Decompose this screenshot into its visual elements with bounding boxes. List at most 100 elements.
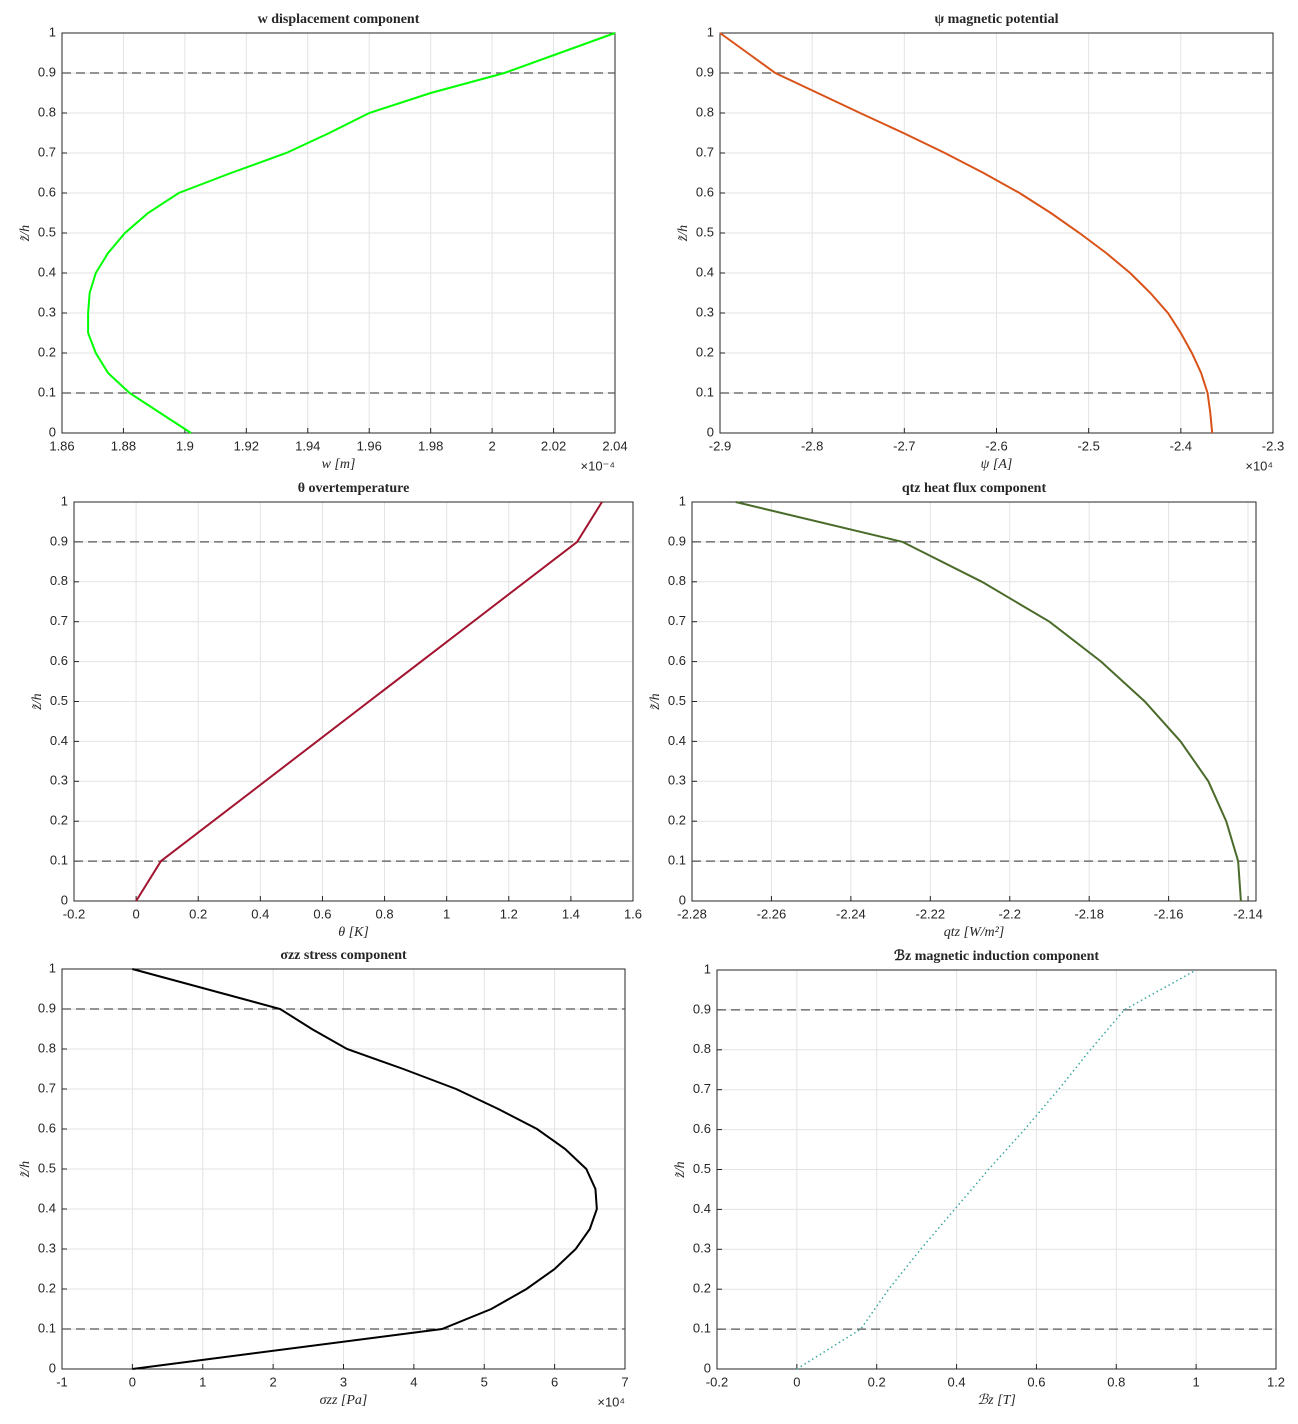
y-tick-label: 0.5	[38, 1160, 56, 1175]
y-tick-label: 0.8	[38, 104, 56, 119]
x-tick-label: 1.9	[176, 438, 194, 453]
y-axis-label: z̃/h	[676, 225, 691, 242]
y-tick-label: 0.2	[38, 344, 56, 359]
axes-box	[691, 501, 1257, 902]
y-tick-label: 0.3	[693, 1241, 711, 1256]
y-tick-label: 0.8	[38, 1040, 56, 1055]
y-tick-label: 0.8	[693, 1041, 711, 1056]
y-axis-label: z̃/h	[673, 1161, 688, 1178]
x-axis-label: θ [K]	[338, 925, 369, 940]
y-tick-label: 0.3	[38, 1240, 56, 1255]
axes-box	[61, 968, 626, 1370]
y-tick-label: 0.6	[50, 653, 68, 668]
x-tick-label: 7	[621, 1374, 628, 1389]
y-tick-label: 0.4	[38, 1200, 56, 1215]
x-exponent: ×10⁴	[597, 1394, 625, 1409]
x-tick-label: 0.2	[189, 906, 207, 921]
x-tick-label: 0.2	[868, 1374, 886, 1389]
x-exponent: ×10⁴	[1245, 458, 1273, 473]
x-tick-label: -0.2	[706, 1374, 728, 1389]
y-tick-label: 1	[49, 24, 56, 39]
y-tick-label: 0.2	[696, 344, 714, 359]
x-tick-label: 0.4	[948, 1374, 966, 1389]
x-tick-label: 1	[443, 906, 450, 921]
y-tick-label: 0.4	[693, 1201, 711, 1216]
y-tick-label: 0.4	[50, 733, 68, 748]
chart-title: θ overtemperature	[298, 481, 410, 496]
x-tick-label: 6	[551, 1374, 558, 1389]
axes-box	[719, 32, 1274, 434]
data-line	[132, 968, 598, 1370]
y-tick-label: 0.6	[38, 1120, 56, 1135]
x-axis-label: ℬz [T]	[977, 1393, 1016, 1408]
y-tick-label: 0.7	[696, 144, 714, 159]
x-tick-label: 5	[481, 1374, 488, 1389]
y-tick-label: 0.4	[38, 264, 56, 279]
x-tick-label: 0	[132, 906, 139, 921]
y-tick-label: 0.3	[50, 773, 68, 788]
x-tick-label: 0	[793, 1374, 800, 1389]
x-tick-label: -2.7	[893, 438, 915, 453]
y-tick-label: 0.9	[696, 64, 714, 79]
y-tick-label: 0.1	[38, 384, 56, 399]
y-axis-label: z̃/h	[30, 693, 45, 710]
y-tick-label: 0.5	[50, 693, 68, 708]
y-tick-label: 0	[707, 424, 714, 439]
y-tick-label: 0.3	[696, 304, 714, 319]
y-tick-label: 0.1	[693, 1321, 711, 1336]
y-tick-label: 0.1	[668, 853, 686, 868]
x-tick-label: -2.28	[677, 906, 707, 921]
x-axis-label: qtz [W/m²]	[944, 925, 1005, 940]
x-axis-label: ψ [A]	[981, 457, 1013, 472]
y-tick-label: 0.9	[38, 1000, 56, 1015]
x-tick-label: 0.4	[251, 906, 269, 921]
y-tick-label: 0.7	[693, 1081, 711, 1096]
y-tick-label: 0.7	[38, 144, 56, 159]
y-tick-label: 0.6	[668, 653, 686, 668]
y-tick-label: 0.3	[38, 304, 56, 319]
x-axis-label: σzz [Pa]	[320, 1393, 368, 1408]
y-tick-label: 0.3	[668, 773, 686, 788]
x-tick-label: 2.04	[602, 438, 627, 453]
y-tick-label: 0.9	[668, 533, 686, 548]
x-tick-label: 3	[340, 1374, 347, 1389]
y-tick-label: 1	[707, 24, 714, 39]
x-tick-label: 0.6	[1027, 1374, 1045, 1389]
y-tick-label: 0.1	[38, 1320, 56, 1335]
x-tick-label: 0.6	[313, 906, 331, 921]
x-tick-label: -0.2	[63, 906, 85, 921]
chart-title: σzz stress component	[280, 948, 407, 963]
x-tick-label: 0.8	[1107, 1374, 1125, 1389]
x-tick-label: -2.14	[1233, 906, 1263, 921]
x-tick-label: 1.92	[234, 438, 259, 453]
y-tick-label: 0.7	[668, 613, 686, 628]
chart-title: ℬz magnetic induction component	[894, 948, 1099, 964]
y-tick-label: 0.2	[693, 1281, 711, 1296]
y-tick-label: 1	[49, 960, 56, 975]
y-tick-label: 0.4	[668, 733, 686, 748]
x-tick-label: -2.26	[757, 906, 787, 921]
x-tick-label: 1.2	[1267, 1374, 1285, 1389]
x-exponent: ×10⁻⁴	[581, 458, 616, 473]
data-line	[87, 32, 616, 434]
x-tick-label: -2.4	[1170, 438, 1192, 453]
y-axis-label: z̃/h	[648, 693, 663, 710]
y-tick-label: 0.7	[50, 613, 68, 628]
x-tick-label: 1	[1193, 1374, 1200, 1389]
x-tick-label: -2.5	[1077, 438, 1099, 453]
data-line	[735, 501, 1242, 902]
y-axis-label: z̃/h	[18, 1161, 33, 1178]
x-tick-label: 4	[410, 1374, 417, 1389]
y-tick-label: 0	[704, 1360, 711, 1375]
y-tick-label: 1	[61, 493, 68, 508]
chart-title: qtz heat flux component	[902, 481, 1047, 496]
y-tick-label: 0.8	[50, 573, 68, 588]
x-tick-label: 0	[129, 1374, 136, 1389]
data-line	[719, 32, 1214, 434]
x-tick-label: 1.4	[562, 906, 580, 921]
x-tick-label: -2.9	[709, 438, 731, 453]
x-tick-label: 1	[199, 1374, 206, 1389]
x-tick-label: 2.02	[541, 438, 566, 453]
axes-box	[73, 501, 634, 902]
